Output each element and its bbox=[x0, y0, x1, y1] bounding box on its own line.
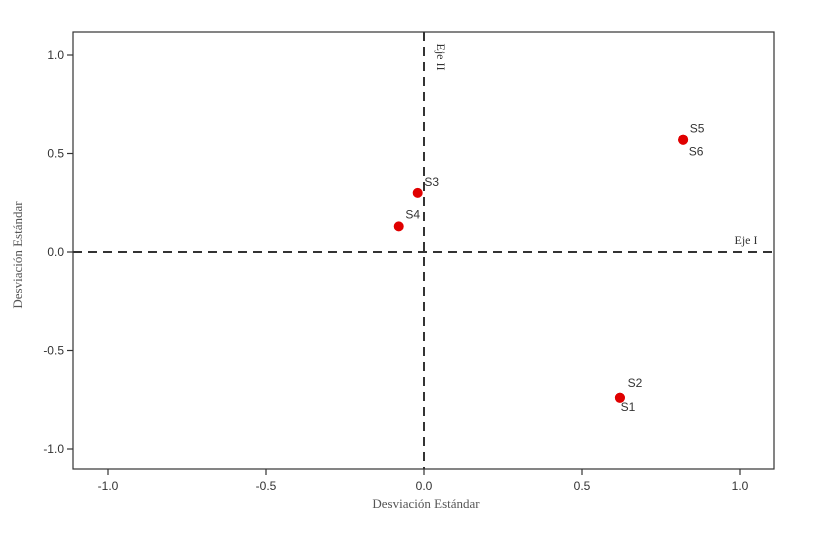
point-labels: S1 S2 S3 S4 S5 S6 bbox=[405, 122, 704, 414]
data-point-s3 bbox=[412, 187, 423, 198]
data-point-s6 bbox=[678, 134, 689, 145]
x-tick-label: -1.0 bbox=[98, 479, 119, 493]
point-label-s3: S3 bbox=[424, 175, 439, 189]
point-label-s1: S1 bbox=[621, 400, 636, 414]
y-tick-label: -0.5 bbox=[43, 344, 64, 358]
reference-label-eje-i: Eje I bbox=[735, 233, 758, 247]
point-label-s6: S6 bbox=[689, 145, 704, 159]
data-point-s4 bbox=[393, 221, 404, 232]
reference-label-eje-ii: Eje II bbox=[434, 44, 448, 71]
x-axis-label: Desviación Estándar bbox=[372, 496, 480, 511]
y-axis-ticks: 1.0 0.5 0.0 -0.5 -1.0 bbox=[43, 48, 73, 456]
y-tick-label: 0.0 bbox=[47, 245, 64, 259]
y-tick-label: 1.0 bbox=[47, 48, 64, 62]
x-axis-ticks: -1.0 -0.5 0.0 0.5 1.0 bbox=[98, 469, 749, 493]
point-label-s5: S5 bbox=[690, 122, 705, 136]
x-tick-label: 1.0 bbox=[732, 479, 749, 493]
x-tick-label: 0.0 bbox=[416, 479, 433, 493]
y-tick-label: -1.0 bbox=[43, 442, 64, 456]
point-label-s2: S2 bbox=[628, 376, 643, 390]
reference-lines: Eje I Eje II bbox=[73, 32, 774, 469]
data-point-s2 bbox=[614, 392, 625, 403]
x-tick-label: 0.5 bbox=[574, 479, 591, 493]
y-axis-label: Desviación Estándar bbox=[10, 201, 25, 309]
y-tick-label: 0.5 bbox=[47, 147, 64, 161]
x-tick-label: -0.5 bbox=[256, 479, 277, 493]
point-label-s4: S4 bbox=[405, 207, 420, 221]
data-points bbox=[393, 134, 689, 403]
